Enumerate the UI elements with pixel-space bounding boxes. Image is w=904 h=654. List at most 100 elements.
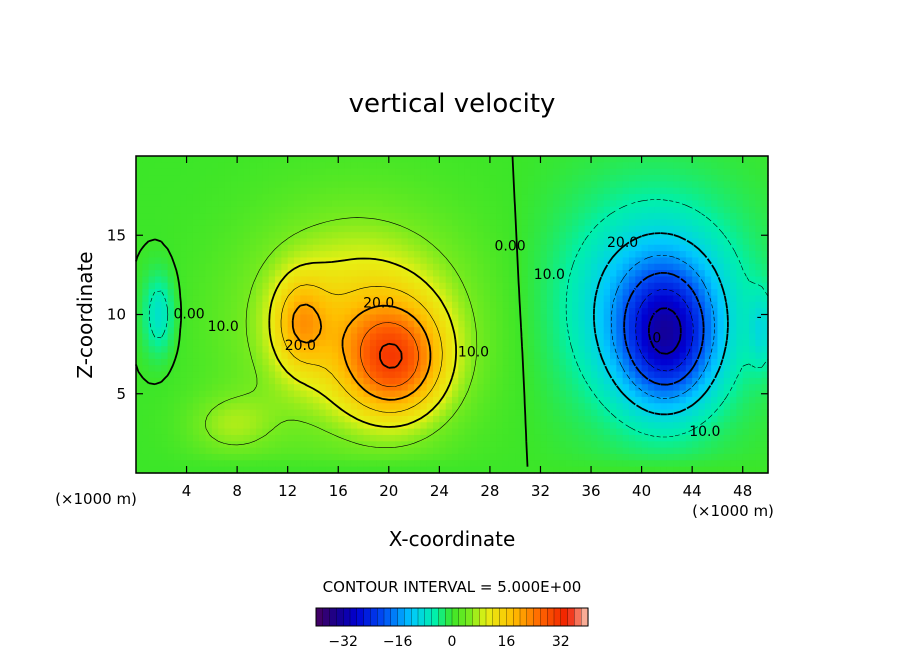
field-cell — [306, 352, 314, 360]
field-cell — [565, 453, 573, 461]
field-cell — [660, 377, 668, 385]
field-cell — [635, 371, 643, 379]
field-cell — [483, 187, 491, 195]
field-cell — [388, 257, 396, 265]
field-cell — [249, 156, 257, 163]
field-cell — [357, 434, 365, 442]
field-cell — [173, 308, 181, 316]
field-cell — [635, 225, 643, 233]
field-cell — [256, 466, 263, 474]
field-cell — [591, 434, 598, 442]
field-cell — [319, 320, 327, 328]
field-cell — [572, 365, 579, 373]
field-cell — [730, 225, 737, 233]
field-cell — [167, 409, 175, 417]
field-cell — [154, 308, 162, 316]
field-cell — [641, 194, 649, 201]
field-cell — [369, 225, 377, 233]
field-cell — [591, 289, 598, 297]
field-cell — [540, 422, 548, 430]
field-cell — [376, 434, 384, 442]
field-cell — [723, 339, 731, 347]
field-cell — [312, 460, 320, 468]
field-cell — [154, 257, 162, 265]
field-cell — [483, 339, 491, 347]
field-cell — [515, 358, 523, 366]
field-cell — [502, 333, 510, 341]
field-cell — [401, 358, 409, 366]
field-cell — [414, 187, 421, 195]
field-cell — [685, 466, 693, 474]
field-cell — [742, 276, 750, 284]
field-cell — [363, 447, 371, 455]
field-cell — [458, 295, 466, 303]
field-cell — [426, 251, 434, 259]
field-cell — [749, 295, 756, 303]
field-cell — [199, 156, 207, 163]
field-cell — [534, 441, 542, 449]
field-cell — [395, 466, 403, 474]
field-cell — [294, 453, 301, 461]
field-cell — [534, 339, 542, 347]
field-cell — [312, 320, 320, 328]
field-cell — [673, 206, 681, 214]
field-cell — [407, 194, 415, 201]
field-cell — [723, 238, 731, 246]
field-cell — [439, 206, 447, 214]
field-cell — [439, 219, 447, 227]
field-cell — [439, 409, 447, 417]
field-cell — [294, 232, 301, 240]
field-cell — [224, 257, 232, 265]
field-cell — [546, 390, 554, 398]
field-cell — [357, 365, 365, 373]
field-cell — [521, 263, 529, 271]
field-cell — [641, 200, 649, 208]
field-cell — [142, 327, 150, 335]
field-cell — [192, 289, 200, 297]
field-cell — [369, 396, 377, 404]
field-cell — [597, 289, 605, 297]
field-cell — [395, 244, 403, 252]
field-cell — [148, 187, 156, 195]
field-cell — [268, 175, 276, 182]
field-cell — [426, 168, 434, 176]
field-cell — [534, 346, 542, 354]
field-cell — [489, 162, 497, 170]
field-cell — [458, 460, 466, 468]
field-cell — [723, 460, 731, 468]
field-cell — [685, 352, 693, 360]
field-cell — [496, 162, 504, 170]
field-cell — [173, 238, 181, 246]
field-cell — [173, 225, 181, 233]
field-cell — [363, 460, 371, 468]
field-cell — [192, 346, 200, 354]
field-cell — [180, 162, 188, 170]
field-cell — [148, 308, 156, 316]
field-cell — [148, 403, 156, 411]
field-cell — [249, 453, 257, 461]
field-cell — [749, 358, 756, 366]
field-cell — [180, 460, 188, 468]
field-cell — [401, 352, 409, 360]
field-cell — [414, 181, 421, 189]
field-cell — [755, 441, 763, 449]
field-cell — [458, 396, 466, 404]
field-cell — [344, 276, 352, 284]
field-cell — [262, 403, 270, 411]
field-cell — [300, 390, 308, 398]
field-cell — [426, 276, 434, 284]
field-cell — [673, 428, 681, 436]
field-cell — [761, 415, 769, 423]
field-cell — [192, 251, 200, 259]
field-cell — [483, 415, 491, 423]
field-cell — [167, 441, 175, 449]
field-cell — [249, 308, 257, 316]
field-cell — [395, 441, 403, 449]
field-cell — [698, 175, 706, 182]
field-cell — [445, 238, 453, 246]
field-cell — [704, 428, 712, 436]
field-cell — [628, 453, 636, 461]
field-cell — [622, 263, 630, 271]
field-cell — [496, 365, 504, 373]
field-cell — [584, 162, 592, 170]
